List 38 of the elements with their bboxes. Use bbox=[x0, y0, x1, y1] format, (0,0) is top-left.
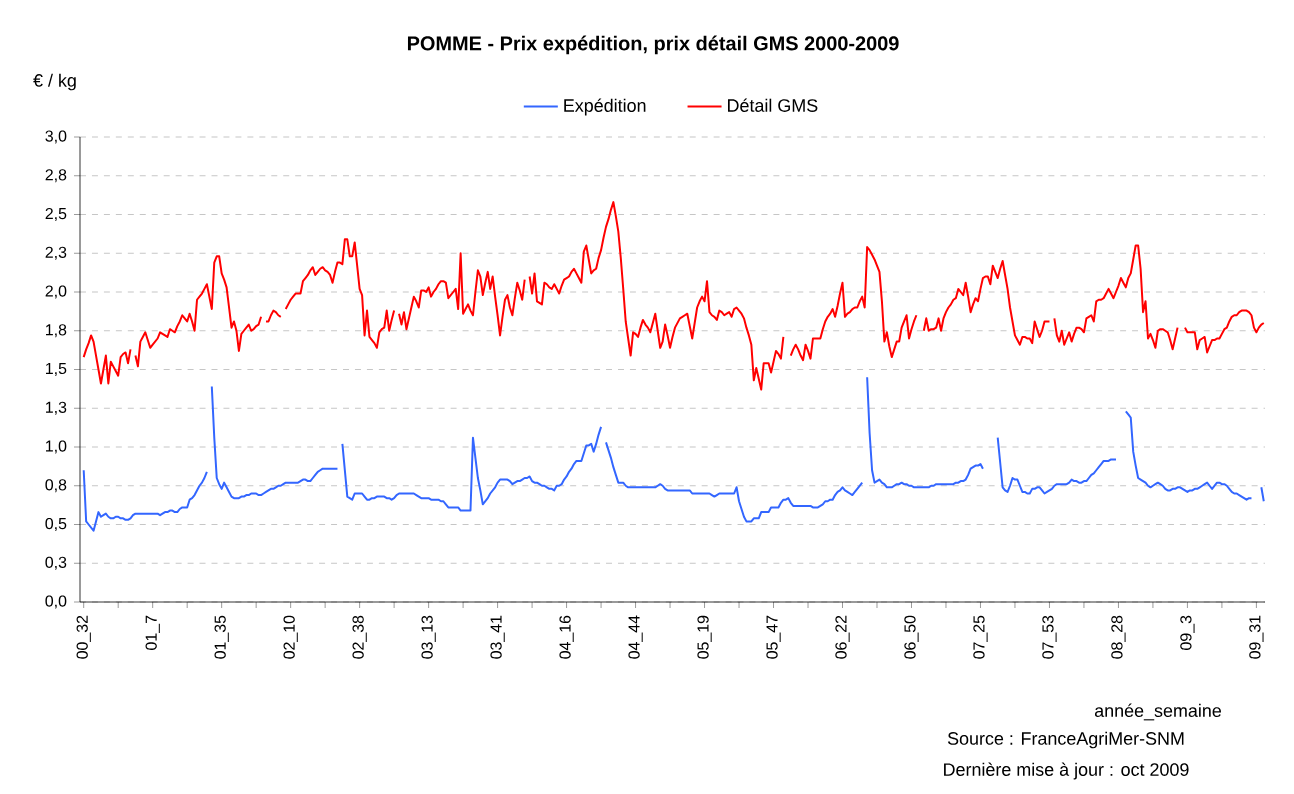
y-tick-label: 2,0 bbox=[45, 285, 67, 299]
y-tick-label: 1,0 bbox=[46, 440, 67, 454]
legend-label: Expédition bbox=[564, 98, 646, 116]
y-tick-label: 2,3 bbox=[45, 246, 67, 260]
y-tick-label: 1,5 bbox=[46, 363, 67, 376]
x-tick-label: 01_7 bbox=[145, 615, 160, 650]
y-tick-label: 2,5 bbox=[45, 207, 67, 222]
x-tick-label: 05_19 bbox=[697, 615, 712, 659]
y-tick-label: 0,3 bbox=[45, 556, 67, 570]
x-tick-label: 01_35 bbox=[214, 615, 229, 659]
y-tick-label: 1,8 bbox=[46, 324, 67, 338]
x-tick-label: 02_10 bbox=[283, 615, 298, 659]
source-note: Source : FranceAgriMer-SNM bbox=[947, 731, 1184, 749]
x-tick-label: 04_44 bbox=[628, 615, 643, 659]
x-tick-label: 06_50 bbox=[904, 615, 919, 659]
x-tick-label: 09_3 bbox=[1180, 615, 1195, 650]
x-tick-label: 05_47 bbox=[766, 615, 781, 659]
x-tick-label: 07_25 bbox=[973, 615, 988, 659]
x-tick-label: 07_53 bbox=[1042, 615, 1057, 659]
legend-label: Détail GMS bbox=[728, 98, 818, 112]
y-tick-label: 0,5 bbox=[45, 517, 67, 532]
x-tick-label: 03_41 bbox=[490, 615, 505, 659]
chart-title: POMME - Prix expédition, prix détail GMS 2000-2009 bbox=[407, 35, 899, 55]
y-tick-label: 1,3 bbox=[46, 401, 67, 415]
x-tick-label: 02_38 bbox=[352, 615, 367, 659]
y-tick-label: 3,0 bbox=[45, 130, 67, 144]
x-tick-label: 08_28 bbox=[1111, 615, 1126, 659]
y-axis-title: € / kg bbox=[33, 73, 76, 91]
y-tick-label: 2,8 bbox=[45, 169, 67, 183]
text: Dernière mise à jour : oct 2009 bbox=[944, 762, 1189, 780]
x-axis-title: année_semaine bbox=[1094, 703, 1222, 721]
x-tick-label: 09_31 bbox=[1249, 615, 1264, 659]
x-tick-label: 03_13 bbox=[421, 615, 436, 659]
x-tick-label: 00_32 bbox=[76, 615, 91, 659]
x-tick-label: 06_22 bbox=[835, 615, 850, 659]
x-tick-label: 04_16 bbox=[559, 615, 574, 659]
y-tick-label: 0,0 bbox=[45, 595, 67, 609]
y-tick-label: 0,8 bbox=[45, 479, 67, 493]
